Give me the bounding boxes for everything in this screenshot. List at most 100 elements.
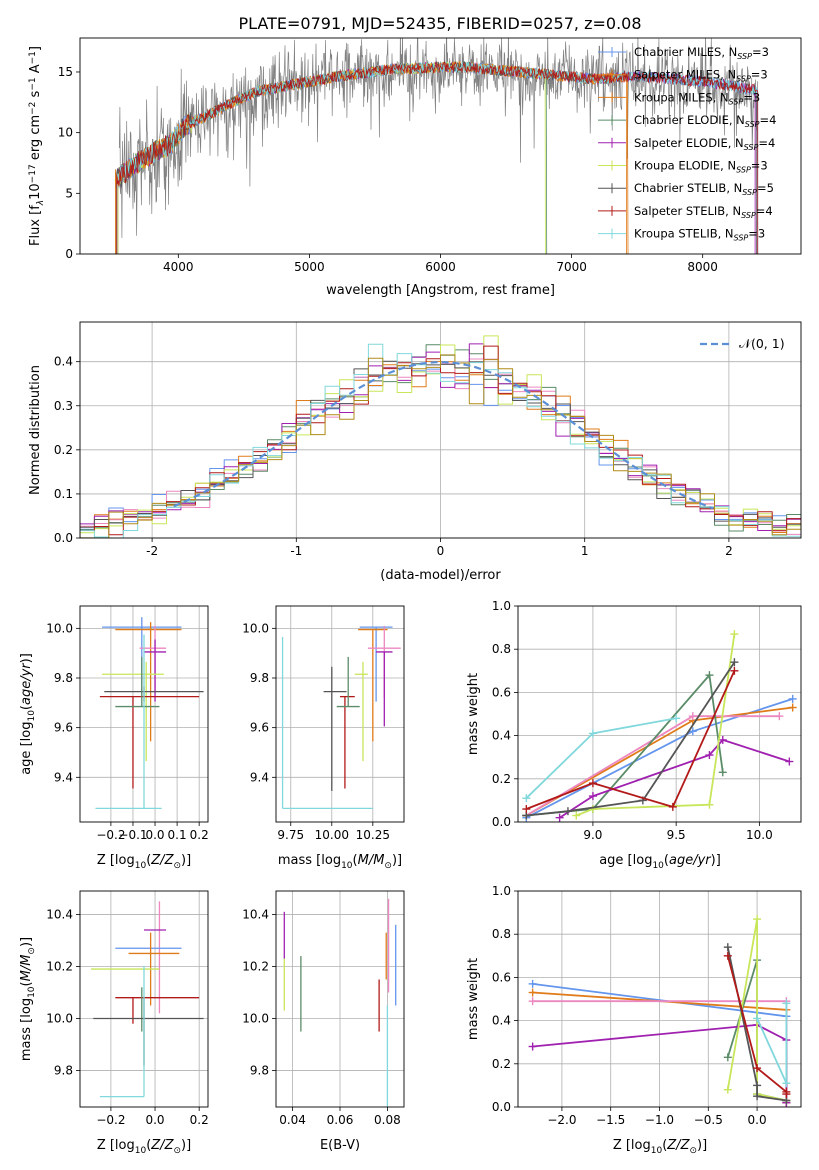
y-tick-label: 9.8: [54, 671, 73, 685]
y-tick-label: 0.2: [54, 443, 73, 457]
series-marker: [688, 727, 697, 736]
series-marker: [588, 792, 597, 801]
series-marker: [753, 1092, 762, 1101]
x-tick-label: 10.25: [356, 828, 390, 842]
x-tick-label: 0: [437, 544, 445, 558]
y-tick-label: 0.6: [492, 685, 511, 699]
errorbar-point: [359, 626, 393, 702]
legend-label: Salpeter MILES, NSSP=3: [634, 68, 768, 84]
x-tick-label: 6000: [425, 260, 456, 274]
y-tick-label: 5: [65, 186, 73, 200]
series-marker: [672, 714, 681, 723]
y-tick-label: 10.0: [242, 1012, 269, 1026]
errorbar-point: [95, 634, 162, 809]
series-marker: [788, 703, 797, 712]
series-marker: [723, 943, 732, 952]
legend-label: Salpeter ELODIE, NSSP=4: [634, 136, 775, 152]
x-tick-label: -1: [290, 544, 302, 558]
x-tick-label: −0.2: [96, 828, 125, 842]
y-tick-label: 15: [58, 65, 73, 79]
y-tick-label: 0.3: [54, 399, 73, 413]
series-marker: [753, 1064, 762, 1073]
y-tick-label: 1.0: [492, 599, 511, 613]
axes-spectrum: 4000 5000 6000 7000 8000 0 5 10 15 wavelength [An…: [28, 37, 802, 298]
series-marker: [522, 794, 531, 803]
plot-area: [518, 606, 801, 822]
y-tick-label: 9.8: [250, 1064, 269, 1078]
x-tick-label: 2: [725, 544, 733, 558]
x-tick-label: 8000: [687, 260, 718, 274]
series-marker: [528, 997, 537, 1006]
axes-mass_vs_Z: −0.2 0.0 0.2 9.8 10.0 10.2 10.4 Z [log10(Z/Z⊙)]…: [19, 890, 209, 1156]
errorbar-point: [99, 966, 145, 1098]
chart-title: PLATE=0791, MJD=52435, FIBERID=0257, z=0…: [238, 14, 641, 33]
legend-entry: Chabrier MILES, NSSP=3: [598, 45, 769, 61]
x-axis-label: E(B-V): [320, 1138, 360, 1153]
y-axis-label: Normed distribution: [28, 365, 43, 495]
plot-area: [276, 606, 404, 822]
series-marker: [705, 751, 714, 760]
x-axis-label: wavelength [Angstrom, rest frame]: [326, 283, 555, 298]
x-tick-label: 9.75: [277, 828, 304, 842]
y-tick-label: 0: [65, 247, 73, 261]
series-line: [526, 661, 736, 817]
legend-label: Kroupa STELIB, NSSP=3: [634, 227, 765, 243]
series-marker: [753, 915, 762, 924]
normal-curve: [173, 361, 714, 510]
series-line: [526, 674, 724, 817]
series-marker: [705, 800, 714, 809]
x-tick-label: 0.04: [279, 1113, 306, 1127]
legend-entry: Chabrier STELIB, NSSP=5: [598, 181, 774, 197]
y-tick-label: 1.0: [492, 884, 511, 898]
legend-entry: Kroupa STELIB, NSSP=3: [598, 227, 765, 243]
errorbar-point: [323, 666, 347, 791]
series-marker: [730, 666, 739, 675]
errorbar-point: [104, 686, 204, 702]
legend-label: Kroupa MILES, NSSP=3: [634, 90, 760, 106]
y-axis-label: mass [log10(M/M⊙)]: [19, 937, 37, 1061]
x-tick-label: 4000: [163, 260, 194, 274]
y-axis-label: mass weight: [466, 958, 481, 1040]
plot-area: [80, 606, 208, 822]
errorbar-point: [115, 656, 160, 708]
axes-mass_vs_EBV: 0.04 0.06 0.08 9.8 10.0 10.2 10.4 E(B-V): [242, 890, 405, 1153]
series-marker: [528, 1042, 537, 1051]
series-marker: [555, 813, 564, 822]
legend-entry: Chabrier ELODIE, NSSP=4: [598, 113, 776, 129]
errorbar-point: [340, 695, 355, 789]
series-line: [726, 947, 787, 1102]
axes-age_vs_Z: −0.2−0.10.0 0.1 0.2 9.4 9.6 9.8 10.0 Z [log10(Z…: [19, 605, 209, 871]
legend-label: Salpeter STELIB, NSSP=4: [634, 204, 773, 220]
x-tick-label: 10.00: [315, 828, 349, 842]
y-tick-label: 9.6: [250, 721, 269, 735]
series-marker: [753, 1014, 762, 1023]
errorbar-point: [102, 661, 164, 762]
series-marker: [718, 735, 727, 744]
x-tick-label: −1.0: [645, 1113, 674, 1127]
series-line: [525, 670, 736, 810]
y-tick-label: 0.4: [492, 1014, 511, 1028]
errorbar-point: [99, 695, 200, 789]
x-axis-label: Z [log10(Z/Z⊙)]: [97, 853, 191, 871]
x-axis-label: Z [log10(Z/Z⊙)]: [97, 1138, 191, 1156]
series-marker: [588, 805, 597, 814]
series-marker: [705, 671, 714, 680]
y-tick-label: 9.4: [250, 770, 269, 784]
series-marker: [688, 712, 697, 721]
legend: Chabrier MILES, NSSP=3 Salpeter MILES, NS…: [598, 45, 776, 243]
y-tick-label: 0.2: [492, 1057, 511, 1071]
errorbar-point: [376, 651, 393, 727]
x-tick-label: 0.2: [190, 1113, 209, 1127]
axes-weight_vs_age: 9.0 9.5 10.0 0.0 0.2 0.4 0.6 0.8 1.0 age [log10(a…: [466, 599, 802, 871]
axes-frame: [79, 890, 209, 1108]
series-marker: [753, 1081, 762, 1090]
series-marker: [723, 1053, 732, 1062]
series-marker: [782, 1090, 791, 1099]
series-marker: [528, 988, 537, 997]
y-tick-label: 0.8: [492, 927, 511, 941]
y-tick-label: 0.0: [492, 1100, 511, 1114]
y-tick-label: 10.2: [242, 959, 269, 973]
x-axis-label: (data-model)/error: [380, 568, 501, 583]
series-marker: [775, 712, 784, 721]
